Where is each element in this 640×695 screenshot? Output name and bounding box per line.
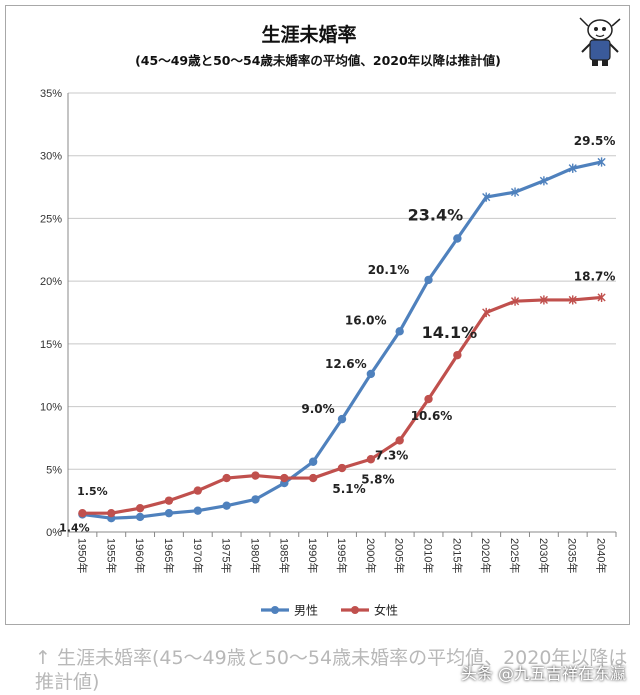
data-label: 14.1% <box>422 323 478 342</box>
data-label: 29.5% <box>574 134 616 148</box>
data-label: 5.1% <box>332 482 365 496</box>
x-tick-label: 2020年 <box>479 538 493 573</box>
x-tick-label: 2010年 <box>422 538 436 573</box>
data-point <box>222 473 231 483</box>
cartoon-character-icon <box>579 17 621 66</box>
series-line-estimated-female <box>456 295 602 357</box>
data-point-estimated <box>539 176 548 186</box>
x-tick-label: 2035年 <box>566 538 580 573</box>
series-line-male <box>82 237 459 520</box>
data-point <box>453 234 462 243</box>
data-label: 1.4% <box>59 521 90 534</box>
data-point <box>337 463 347 473</box>
y-tick-label: 10% <box>40 402 62 414</box>
y-tick-label: 20% <box>40 276 62 288</box>
x-tick-label: 1990年 <box>306 538 320 573</box>
data-point <box>135 512 145 522</box>
watermark: 头条 @九五吉祥在东瀛 <box>460 664 626 683</box>
series-line-female <box>82 354 459 515</box>
y-tick-label: 30% <box>40 151 62 163</box>
data-label: 18.7% <box>574 269 616 283</box>
data-point-estimated <box>510 187 520 197</box>
data-label: 16.0% <box>345 313 387 327</box>
lifetime-unmarried-rate-chart: 生涯未婚率 (45〜49歳と50〜54歳未婚率の平均値、2020年以降は推計値)… <box>40 17 621 618</box>
x-tick-label: 2025年 <box>508 538 522 573</box>
data-point <box>135 503 145 513</box>
x-tick-label: 1995年 <box>335 538 349 573</box>
x-tick-label: 1955年 <box>104 538 118 573</box>
x-tick-label: 2005年 <box>393 538 407 573</box>
x-tick-label: 2000年 <box>364 538 378 573</box>
data-point <box>395 327 404 336</box>
chart-subtitle: (45〜49歳と50〜54歳未婚率の平均値、2020年以降は推計値) <box>135 53 501 68</box>
data-label: 12.6% <box>325 357 367 371</box>
data-point <box>251 495 260 504</box>
x-tick-label: 2015年 <box>450 538 464 573</box>
chart-frame: 生涯未婚率 (45〜49歳と50〜54歳未婚率の平均値、2020年以降は推計値)… <box>5 5 630 625</box>
x-tick-label: 2030年 <box>537 538 551 573</box>
x-tick-label: 1970年 <box>191 538 205 573</box>
data-point-estimated <box>482 192 491 202</box>
legend-marker <box>351 606 359 614</box>
legend-marker <box>271 606 279 614</box>
data-point-estimated <box>482 307 491 318</box>
x-tick-label: 1960年 <box>133 538 147 573</box>
data-point <box>308 473 318 483</box>
data-point <box>222 501 231 510</box>
data-label: 23.4% <box>408 205 464 224</box>
data-point-estimated <box>510 296 520 306</box>
figure-caption: ↑ 生涯未婚率(45〜49歳と50〜54歳未婚率の平均値、2020年以降は推計値… <box>35 647 628 693</box>
data-label: 7.3% <box>375 448 408 462</box>
data-point <box>366 369 376 379</box>
y-tick-label: 25% <box>40 213 62 225</box>
data-point <box>164 508 174 518</box>
data-point-estimated <box>568 163 577 173</box>
data-point-estimated <box>568 295 577 305</box>
x-tick-label: 1985年 <box>277 538 291 573</box>
data-point <box>193 486 202 495</box>
data-point <box>280 473 289 483</box>
data-point <box>424 394 433 404</box>
data-point <box>107 508 116 518</box>
data-point <box>308 457 318 466</box>
data-point <box>395 436 404 445</box>
x-tick-label: 1965年 <box>162 538 176 573</box>
legend-label: 男性 <box>294 604 318 618</box>
y-tick-label: 15% <box>40 339 62 351</box>
y-tick-label: 35% <box>40 88 62 100</box>
data-label: 20.1% <box>368 263 410 277</box>
data-label: 1.5% <box>77 485 108 498</box>
x-tick-label: 1950年 <box>75 538 89 573</box>
x-tick-label: 2040年 <box>595 538 609 573</box>
data-point-estimated <box>597 157 606 167</box>
y-tick-label: 5% <box>46 464 62 476</box>
data-point <box>453 350 462 360</box>
data-point <box>337 414 347 424</box>
data-label: 9.0% <box>301 402 334 416</box>
data-point <box>366 455 376 464</box>
data-point <box>424 275 433 285</box>
data-point <box>78 508 87 518</box>
y-tick-label: 0% <box>46 527 62 539</box>
data-point <box>251 471 260 480</box>
x-tick-label: 1975年 <box>220 538 234 573</box>
series-line-estimated-male <box>456 160 602 240</box>
data-point-estimated <box>597 292 606 303</box>
data-point-estimated <box>539 295 548 305</box>
data-point <box>164 496 174 505</box>
chart-title: 生涯未婚率 <box>261 23 356 46</box>
legend-label: 女性 <box>374 603 398 618</box>
data-label: 10.6% <box>411 409 453 423</box>
x-tick-label: 1980年 <box>248 538 262 573</box>
data-point <box>193 506 202 515</box>
data-label: 5.8% <box>361 472 394 486</box>
